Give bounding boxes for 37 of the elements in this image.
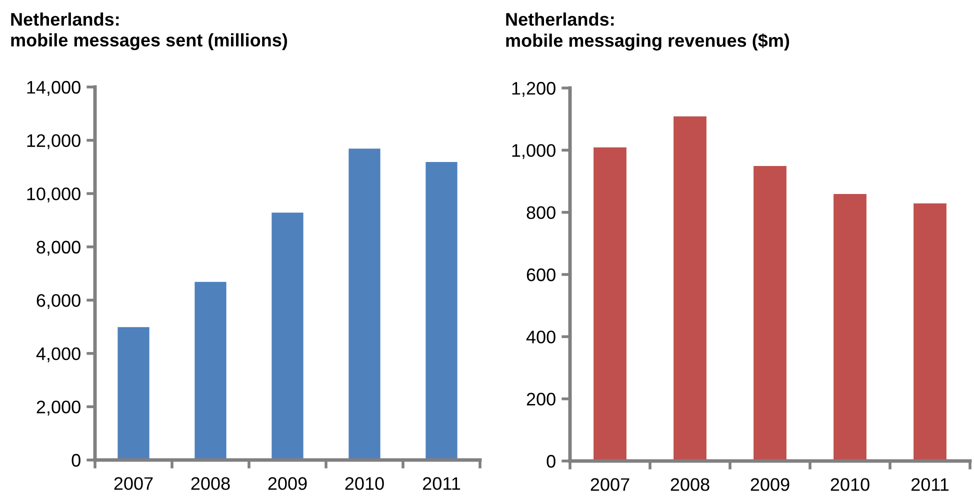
y-tick-label: 800 [526, 206, 556, 220]
bar [348, 148, 382, 460]
bar [912, 202, 948, 461]
bar [424, 161, 458, 460]
y-tick-label: 6,000 [36, 294, 80, 309]
x-tick-label: 2007 [114, 477, 153, 490]
y-tick-label: 1,200 [512, 82, 556, 97]
x-tick-label: 2009 [268, 477, 307, 490]
bar [832, 193, 868, 461]
bar [116, 326, 150, 460]
y-tick-label: 0 [72, 454, 80, 467]
x-tick-label: 2010 [345, 477, 384, 490]
y-tick-label: 14,000 [27, 80, 80, 96]
x-tick-label: 2007 [590, 478, 630, 491]
bar [592, 146, 628, 461]
y-tick-label: 600 [526, 268, 556, 282]
x-tick-label: 2008 [191, 477, 230, 490]
bar [270, 212, 304, 460]
y-tick-label: 400 [526, 330, 556, 344]
bar [672, 116, 708, 461]
y-tick-label: 12,000 [27, 134, 80, 150]
x-tick-label: 2008 [670, 478, 710, 491]
y-tick-label: 2,000 [36, 400, 80, 416]
chart-title: Netherlands: mobile messages sent (millions) [11, 12, 288, 50]
x-tick-label: 2011 [911, 478, 949, 491]
bar [752, 165, 788, 461]
x-tick-label: 2009 [750, 478, 790, 491]
y-tick-label: 1,000 [512, 144, 556, 160]
y-tick-label: 0 [546, 454, 556, 468]
bar [194, 281, 228, 460]
y-tick-label: 10,000 [27, 188, 80, 202]
chart-title: Netherlands: mobile messaging revenues ($m) [506, 12, 790, 51]
x-tick-label: 2010 [830, 478, 870, 491]
y-tick-label: 4,000 [36, 347, 80, 362]
y-tick-label: 200 [526, 392, 556, 406]
x-tick-label: 2011 [422, 477, 460, 490]
y-tick-label: 8,000 [36, 240, 80, 256]
